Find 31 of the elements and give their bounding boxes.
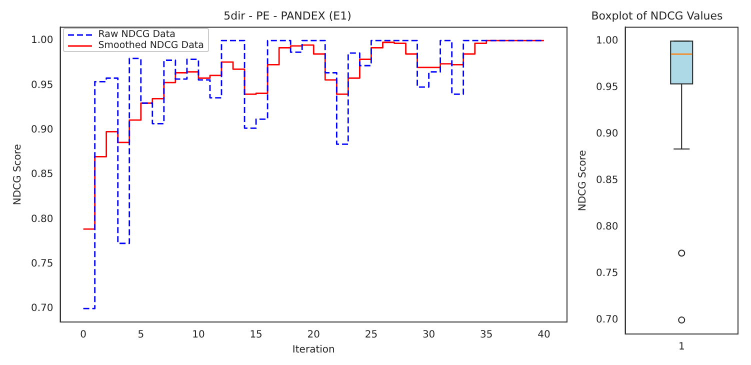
x-axis-title: Iteration [292, 344, 335, 356]
y-tick-label: 0.80 [596, 222, 618, 233]
y-tick-label: 0.85 [596, 175, 618, 186]
chart-title: Boxplot of NDCG Values [591, 9, 723, 22]
y-tick-label: 0.70 [596, 314, 618, 326]
y-tick-label: 0.90 [31, 124, 54, 136]
legend-label: Smoothed NDCG Data [98, 40, 204, 52]
x-tick-label: 5 [138, 330, 144, 341]
x-tick-label: 0 [80, 330, 86, 341]
y-tick-label: 0.85 [31, 169, 54, 180]
x-tick-label: 1 [678, 342, 685, 353]
y-tick-label: 0.70 [31, 303, 54, 314]
y-tick-label: 0.90 [596, 128, 618, 140]
x-tick-label: 30 [422, 330, 436, 341]
x-tick-label: 35 [480, 330, 493, 341]
y-tick-label: 0.95 [31, 80, 54, 91]
y-tick-label: 0.75 [31, 258, 54, 270]
y-axis-title: NDCG Score [578, 150, 589, 212]
x-tick-label: 15 [250, 330, 262, 341]
y-tick-label: 0.95 [596, 82, 618, 94]
x-tick-label: 25 [364, 330, 378, 341]
legend-label: Raw NDCG Data [98, 29, 176, 40]
y-tick-label: 1.00 [596, 36, 618, 47]
x-tick-label: 40 [538, 330, 550, 341]
y-tick-label: 0.75 [596, 268, 618, 280]
y-axis-title: NDCG Score [12, 144, 24, 206]
x-tick-label: 20 [307, 330, 320, 341]
y-tick-label: 0.80 [31, 214, 54, 225]
x-tick-label: 10 [192, 330, 205, 341]
y-tick-label: 1.00 [31, 35, 54, 46]
chart-title: 5dir - PE - PANDEX (E1) [224, 9, 352, 22]
